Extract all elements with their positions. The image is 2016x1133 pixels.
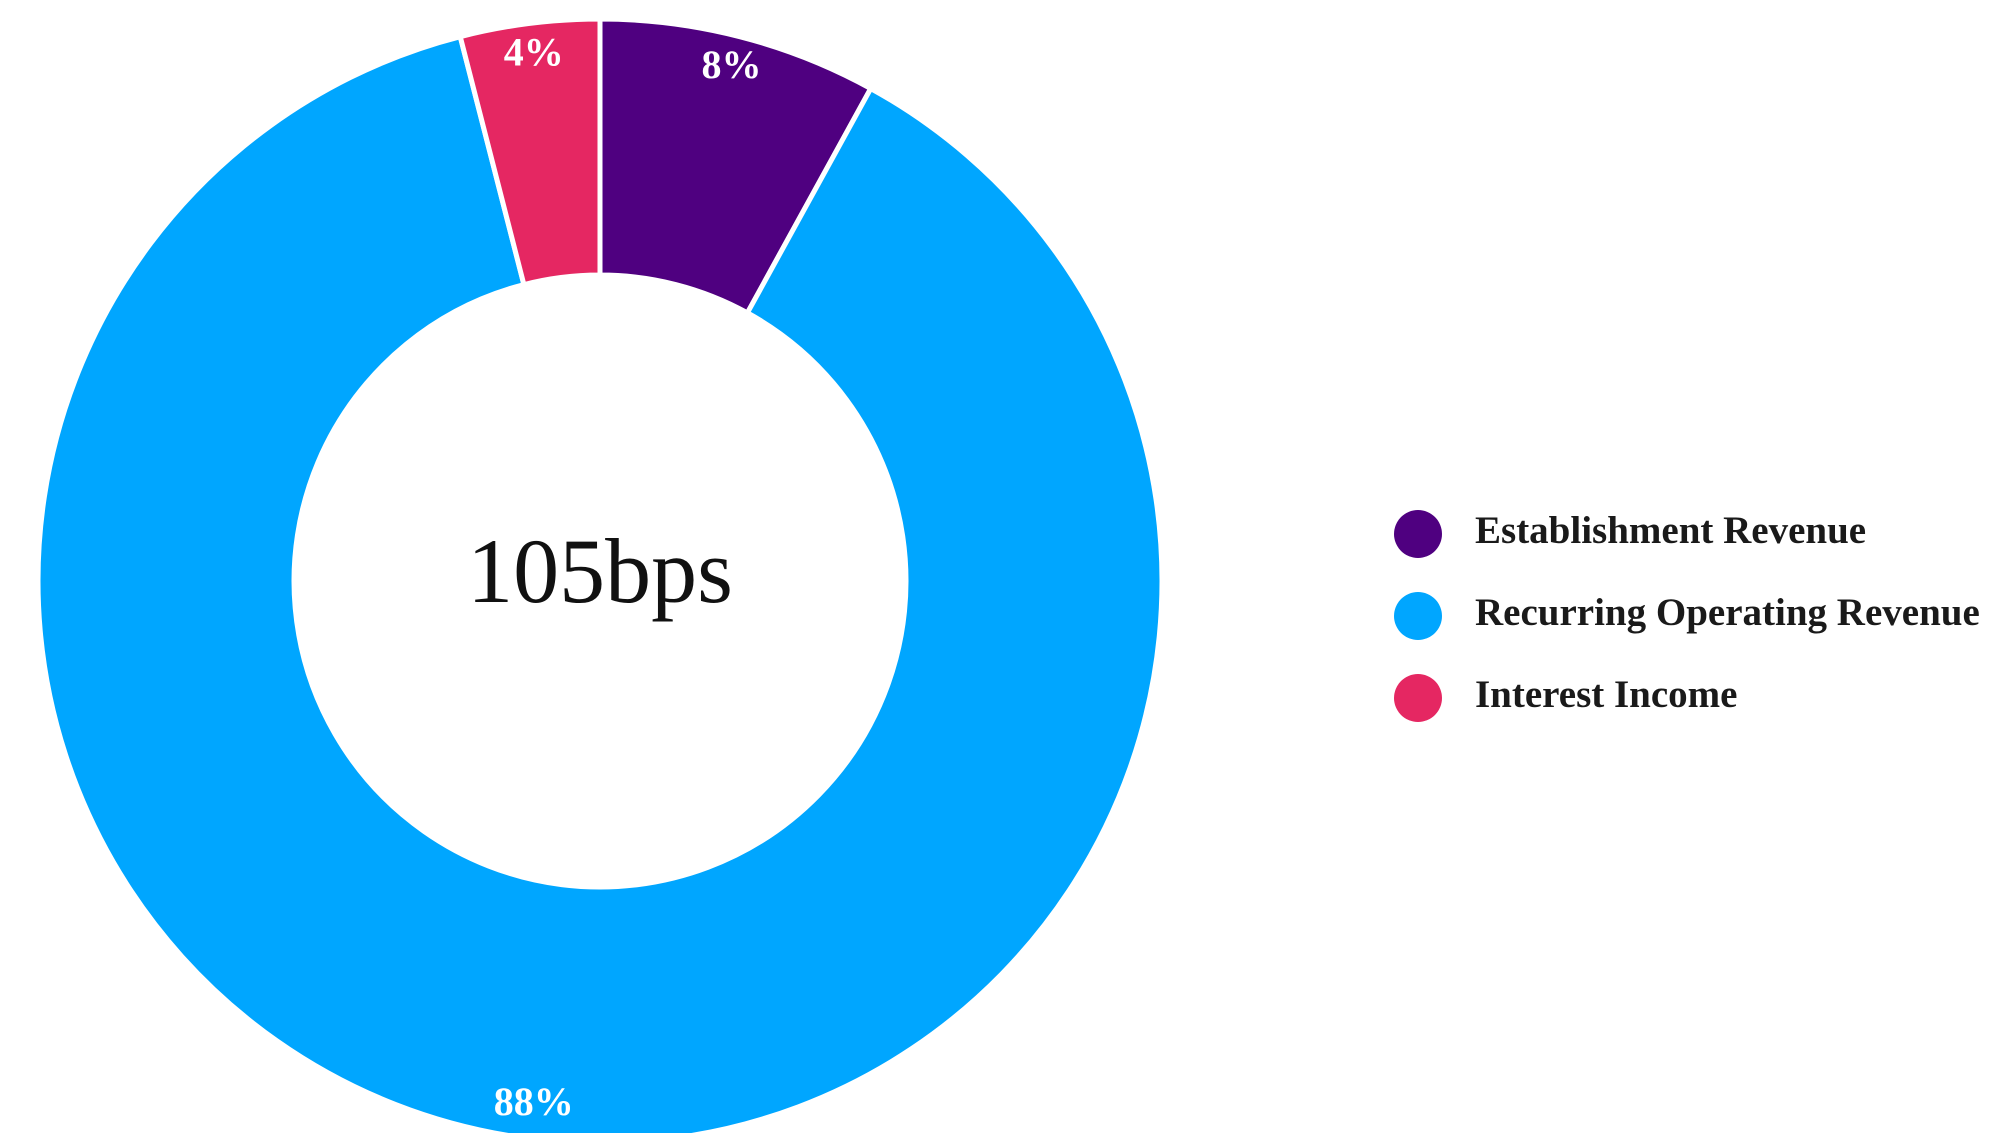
legend-swatch: [1394, 510, 1442, 558]
donut-segment: [457, 16, 603, 288]
data-label: 88%: [494, 1079, 574, 1124]
legend-label: Interest Income: [1475, 673, 1737, 716]
donut-segment: [35, 33, 1165, 1133]
center-label: 105bps: [467, 520, 733, 622]
legend-label: Recurring Operating Revenue: [1475, 591, 1980, 634]
legend-swatch: [1394, 592, 1442, 640]
data-label: 8%: [702, 42, 762, 87]
legend-swatch: [1394, 674, 1442, 722]
legend-label: Establishment Revenue: [1475, 509, 1866, 552]
data-label: 4%: [504, 29, 564, 74]
